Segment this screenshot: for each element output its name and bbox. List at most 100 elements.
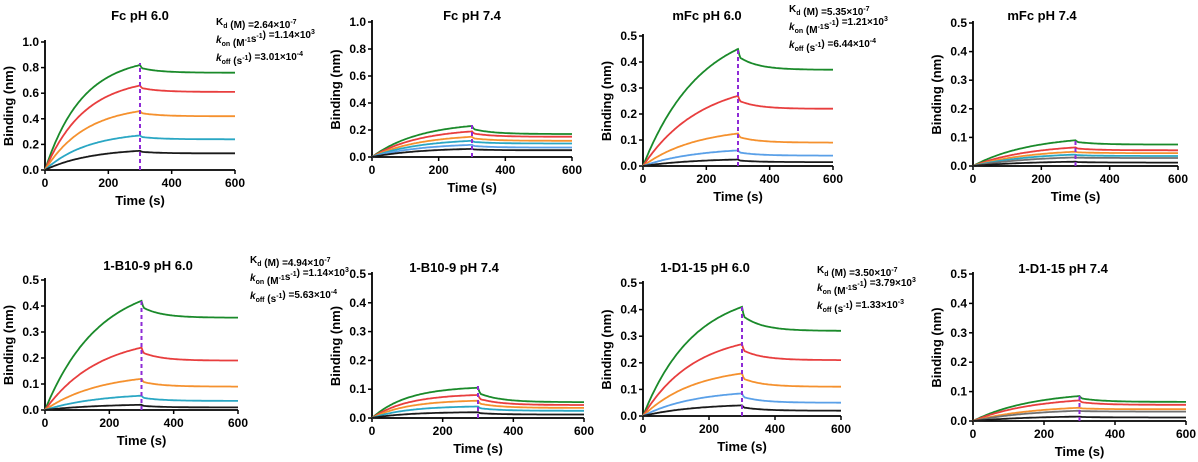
kd-annotation: Kd (M) =2.64×10-7 [216,17,297,31]
x-tick-label: 200 [98,176,118,190]
y-tick-label: 0.2 [349,353,366,367]
y-tick-label: 0.2 [620,107,637,121]
kon-annotation: kon (M-1s-1) =1.14×103 [250,267,349,287]
y-tick-label: 0.1 [620,133,637,147]
y-tick-label: 0.4 [22,112,39,126]
y-tick-label: 0.4 [620,303,637,317]
x-tick-label: 400 [1105,427,1125,441]
y-axis-label: Binding (nm) [929,307,944,387]
y-tick-label: 0.3 [950,326,967,340]
x-tick-label: 600 [228,416,248,430]
panel-title: 1-B10-9 pH 7.4 [409,260,499,275]
x-tick-label: 200 [1031,172,1051,186]
y-tick-label: 0.8 [349,42,366,56]
x-tick-label: 400 [162,176,182,190]
series-line-conc-5 [371,411,584,419]
panel-title: mFc pH 6.0 [672,8,741,23]
x-tick-label: 0 [970,427,977,441]
x-tick-label: 400 [1100,172,1120,186]
series-line-conc-5 [972,415,1186,422]
x-tick-label: 200 [1034,427,1054,441]
x-axis-label: Time (s) [117,433,167,448]
x-tick-label: 0 [640,172,647,186]
y-tick-label: 0.8 [22,61,39,75]
panel-fc-ph74: Fc pH 7.4 0.0 0.2 0.4 0.6 0.8 1.0 0 200 400 600 Tim… [328,8,582,195]
y-tick-label: 0.5 [950,267,967,281]
x-axis-label: Time (s) [717,439,767,454]
y-tick-label: 0.3 [22,325,39,339]
panel-d1-ph6: 1-D1-15 pH 6.0 0.0 0.1 0.2 0.3 0.4 0.5 0 200 400 6… [599,260,916,454]
koff-annotation: koff (s-1) =3.01×10-4 [216,51,303,67]
y-tick-label: 0.5 [950,16,967,30]
x-axis-label: Time (s) [713,189,763,204]
x-tick-label: 400 [760,172,780,186]
y-tick-label: 0.2 [22,351,39,365]
series-line-conc-1 [44,299,238,411]
panel-mfc-ph74: mFc pH 7.4 0.0 0.1 0.2 0.3 0.4 0.5 0 200 400 600 Ti… [929,8,1188,204]
x-tick-label: 200 [433,424,453,438]
y-axis-label: Binding (nm) [1,305,16,385]
x-tick-label: 0 [42,416,49,430]
x-tick-label: 200 [696,172,716,186]
x-tick-label: 600 [574,424,594,438]
series-line-conc-4 [44,134,235,171]
x-axis-label: Time (s) [1055,444,1105,459]
series-line-conc-1 [642,47,833,167]
y-tick-label: 0.5 [22,273,39,287]
series-line-conc-5 [44,403,238,411]
y-tick-label: 0.0 [950,414,967,428]
series-line-conc-4 [972,153,1178,167]
x-axis-label: Time (s) [1051,189,1101,204]
y-tick-label: 0.2 [620,356,637,370]
y-axis-label: Binding (nm) [1,66,16,146]
kd-annotation: Kd (M) =5.35×10-7 [789,4,870,18]
y-tick-label: 0.0 [620,409,637,423]
y-tick-label: 0.0 [22,403,39,417]
series-line-conc-3 [972,406,1186,422]
y-tick-label: 0.5 [620,276,637,290]
y-tick-label: 0.1 [22,377,39,391]
y-tick-label: 0.3 [620,329,637,343]
x-tick-label: 400 [765,422,785,436]
panel-title: 1-D1-15 pH 7.4 [1018,261,1108,276]
x-tick-label: 600 [1168,172,1188,186]
x-tick-label: 400 [164,416,184,430]
y-tick-label: 1.0 [22,35,39,49]
y-tick-label: 0.2 [950,355,967,369]
y-tick-label: 0.4 [349,296,366,310]
panel-d1-ph74: 1-D1-15 pH 7.4 0.0 0.1 0.2 0.3 0.4 0.5 0 200 400 6… [929,261,1196,459]
y-tick-label: 0.3 [620,81,637,95]
panel-mfc-ph6: mFc pH 6.0 0.0 0.1 0.2 0.3 0.4 0.5 0 200 400 600 Ti… [599,4,888,204]
panel-fc-ph6: Fc pH 6.0 0.0 0.2 0.4 0.6 0.8 1.0 0 200 400 600 Tim… [1,8,315,208]
y-axis-label: Binding (nm) [599,309,614,389]
y-tick-label: 0.0 [950,159,967,173]
x-tick-label: 600 [1176,427,1196,441]
series-line-conc-1 [972,139,1178,167]
y-tick-label: 0.2 [22,137,39,151]
x-axis-label: Time (s) [115,193,165,208]
x-tick-label: 0 [369,163,376,177]
x-tick-label: 600 [225,176,245,190]
x-tick-label: 200 [429,163,449,177]
y-tick-label: 0.4 [950,296,967,310]
y-tick-label: 0.0 [620,159,637,173]
y-tick-label: 0.0 [349,411,366,425]
series-line-conc-3 [371,135,572,158]
x-tick-label: 200 [99,416,119,430]
panel-title: Fc pH 7.4 [443,8,502,23]
panel-title: mFc pH 7.4 [1007,8,1077,23]
kon-annotation: kon (M-1s-1) =1.21×103 [789,16,888,36]
y-tick-label: 0.3 [349,325,366,339]
x-tick-label: 0 [640,422,647,436]
y-tick-label: 0.1 [950,385,967,399]
series-line-conc-5 [371,143,572,158]
x-axis-label: Time (s) [447,180,497,195]
x-tick-label: 600 [823,172,843,186]
y-tick-label: 0.0 [22,163,39,177]
y-axis-label: Binding (nm) [328,49,343,129]
series-line-conc-2 [972,399,1186,422]
kd-annotation: Kd (M) =4.94×10-7 [250,255,331,269]
y-tick-label: 0.5 [349,267,366,281]
x-tick-label: 600 [562,163,582,177]
koff-annotation: koff (s-1) =5.63×10-4 [250,289,337,305]
